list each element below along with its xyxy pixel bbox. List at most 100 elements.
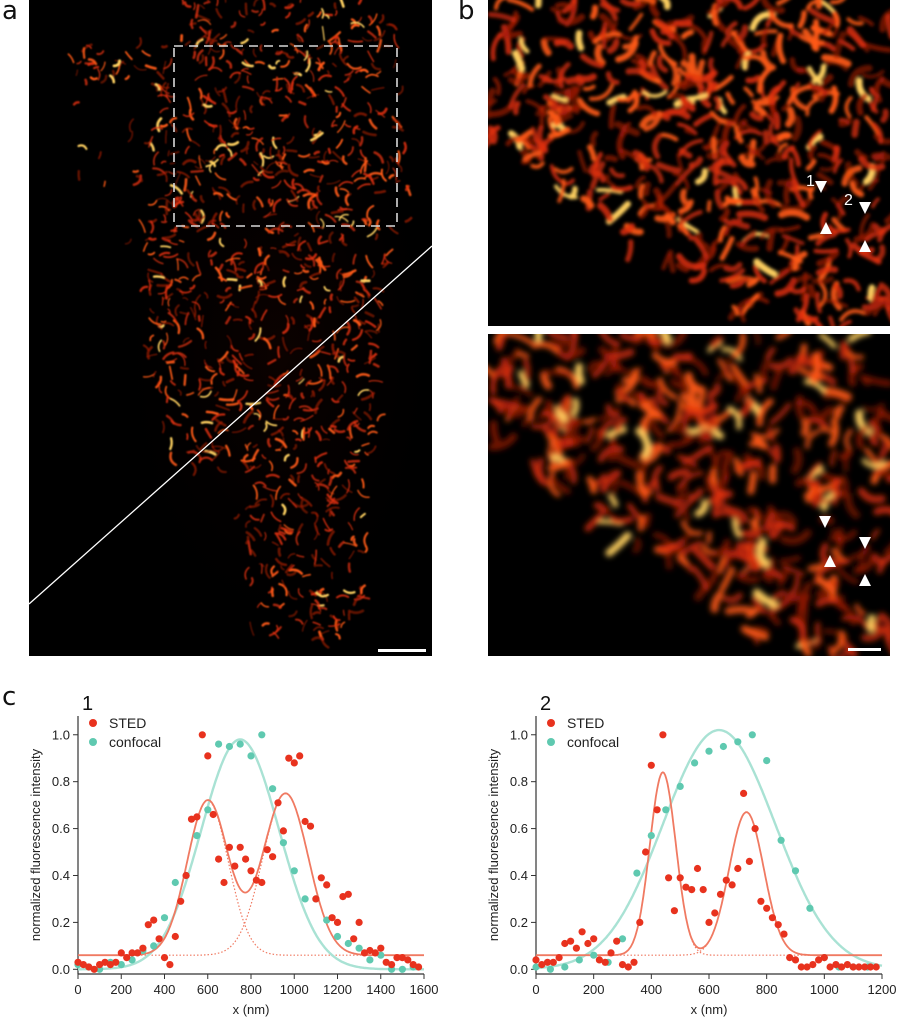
sted-fit <box>536 772 882 955</box>
sted-point <box>177 898 184 905</box>
mitochondrion <box>545 372 568 374</box>
confocal-point <box>237 741 244 748</box>
mitochondrion <box>613 519 631 521</box>
sted-point <box>579 928 586 935</box>
mitochondrion <box>814 355 816 381</box>
mitochondrion <box>686 463 694 465</box>
sted-point <box>556 954 563 961</box>
mitochondrion <box>819 269 835 273</box>
mitochondrion <box>835 480 837 491</box>
mitochondrion <box>677 23 690 24</box>
x-tick-label: 1400 <box>366 982 395 997</box>
mitochondrion <box>579 77 594 79</box>
confocal-point <box>150 942 157 949</box>
mitochondrion <box>89 64 94 65</box>
confocal-fit <box>78 740 424 970</box>
x-tick-label: 400 <box>640 982 662 997</box>
sted-point <box>752 825 759 832</box>
micrograph-b-confocal <box>488 334 890 656</box>
y-tick-label: 0.6 <box>52 821 70 836</box>
sted-point <box>210 811 217 818</box>
mitochondrion <box>309 157 319 158</box>
y-tick-label: 0.0 <box>52 962 70 977</box>
sted-point <box>532 956 539 963</box>
sted-point <box>550 959 557 966</box>
mitochondrion <box>231 260 232 264</box>
mitochondrion <box>330 510 331 515</box>
profile-chart-1-svg: 020040060080010001200140016000.00.20.40.… <box>20 680 440 1024</box>
mitochondrion <box>776 448 777 460</box>
mitochondrion <box>637 334 653 335</box>
mitochondrion <box>162 297 163 305</box>
mitochondrion <box>227 404 238 405</box>
sted-peak-fit-1 <box>536 772 882 955</box>
y-tick-label: 0.6 <box>510 821 528 836</box>
mitochondrion <box>331 295 332 300</box>
mitochondrion <box>883 112 885 120</box>
mitochondrion <box>873 432 875 442</box>
y-tick-label: 0.8 <box>510 774 528 789</box>
mitochondrion <box>246 4 247 15</box>
sted-point <box>183 872 190 879</box>
mitochondrion <box>716 494 730 497</box>
y-axis-label: normalized fluorescence intensity <box>28 748 43 941</box>
mitochondrion <box>352 305 358 306</box>
mitochondrion <box>611 439 613 459</box>
legend-marker <box>89 738 97 746</box>
confocal-point <box>576 956 583 963</box>
scale-bar-a <box>378 649 426 652</box>
confocal-point <box>763 757 770 764</box>
mitochondrion <box>837 408 840 415</box>
mitochondrion <box>795 451 799 470</box>
sted-point <box>654 806 661 813</box>
panel-label-a: a <box>2 0 18 26</box>
confocal-point <box>204 806 211 813</box>
sted-point <box>258 879 265 886</box>
mitochondrion <box>811 566 822 568</box>
sted-point <box>630 959 637 966</box>
sted-point <box>763 905 770 912</box>
mitochondrion <box>757 441 764 446</box>
legend-label: STED <box>109 715 146 731</box>
mitochondrion <box>349 461 359 462</box>
mitochondrion <box>370 404 371 410</box>
mitochondrion <box>365 158 366 171</box>
mitochondrion <box>279 549 280 556</box>
sted-point <box>318 874 325 881</box>
mitochondrion <box>646 185 648 193</box>
x-tick-label: 200 <box>110 982 132 997</box>
mitochondrion <box>538 334 539 339</box>
mitochondrion <box>603 24 604 47</box>
confocal-point <box>215 741 222 748</box>
mitochondrion <box>840 598 844 608</box>
x-axis-label: x (nm) <box>233 1002 270 1017</box>
sted-point <box>150 917 157 924</box>
sted-point <box>345 891 352 898</box>
mitochondrion <box>871 288 872 299</box>
mitochondrion <box>237 276 242 277</box>
mitochondrion <box>611 106 613 126</box>
confocal-point <box>633 870 640 877</box>
mitochondrion <box>211 260 212 264</box>
micrograph-a <box>29 0 432 656</box>
sted-point <box>734 865 741 872</box>
mitochondrion <box>333 37 338 38</box>
sted-point <box>821 954 828 961</box>
profile-chart-2: 0200400600800100012000.00.20.40.60.81.0x… <box>478 680 898 1024</box>
confocal-point <box>334 933 341 940</box>
sted-point <box>172 933 179 940</box>
mitochondrion <box>641 395 643 403</box>
mitochondrion <box>709 202 710 210</box>
mitochondrion <box>883 444 885 453</box>
sted-point <box>291 759 298 766</box>
mitochondrion <box>252 11 257 12</box>
mitochondrion <box>332 211 342 213</box>
sted-point <box>873 963 880 970</box>
x-tick-label: 400 <box>154 982 176 997</box>
sted-point <box>723 877 730 884</box>
mitochondrion <box>646 517 648 525</box>
sted-point <box>636 919 643 926</box>
mitochondrion <box>271 248 276 249</box>
sted-point <box>705 919 712 926</box>
confocal-point <box>806 905 813 912</box>
